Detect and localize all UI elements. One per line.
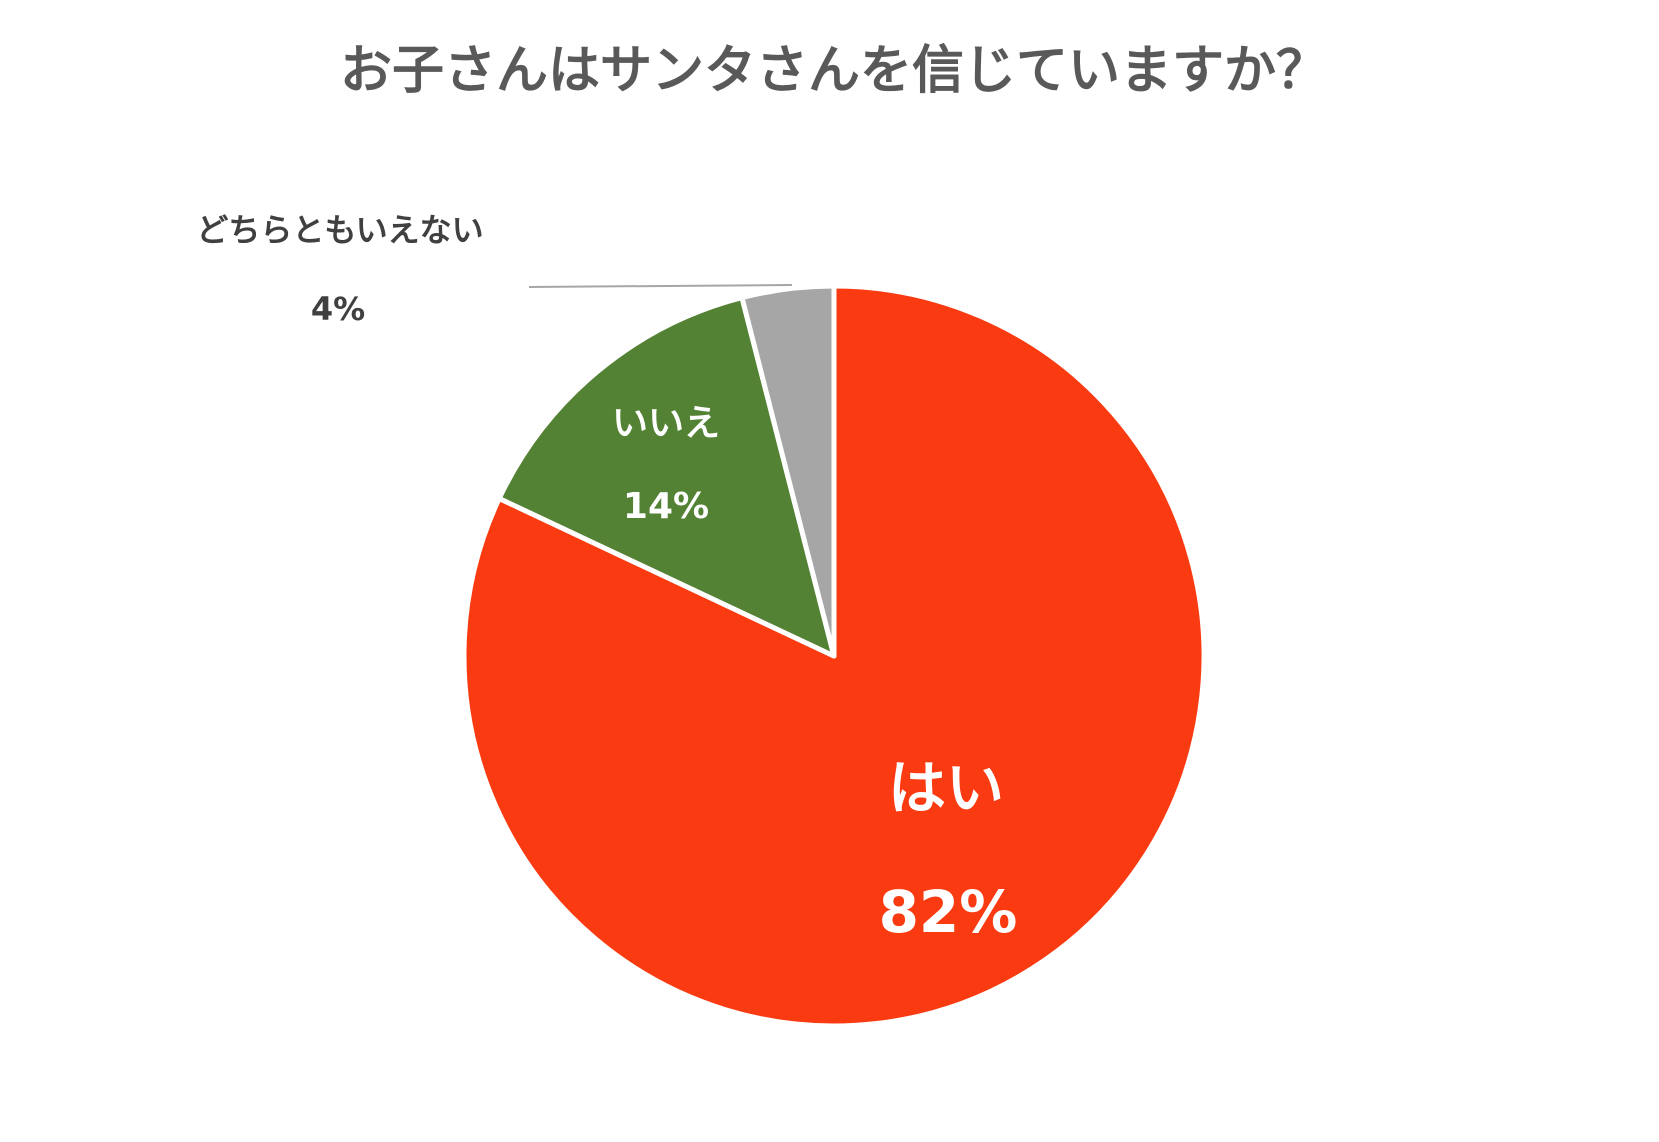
slice-label: はい [888, 754, 1004, 822]
chart-title: お子さんはサンタさんを信じていますか？ [340, 41, 1328, 101]
value-label: 4% [311, 290, 365, 328]
value-label: 14% [623, 486, 709, 527]
leader-line [528, 284, 793, 288]
value-label: 82% [879, 878, 1018, 946]
pie-slice [739, 283, 837, 659]
slice-label: どちらともいえない [196, 211, 483, 249]
slice-label: いいえ [612, 403, 720, 444]
pie-slice [461, 283, 1207, 1029]
pie-slice [496, 295, 837, 659]
